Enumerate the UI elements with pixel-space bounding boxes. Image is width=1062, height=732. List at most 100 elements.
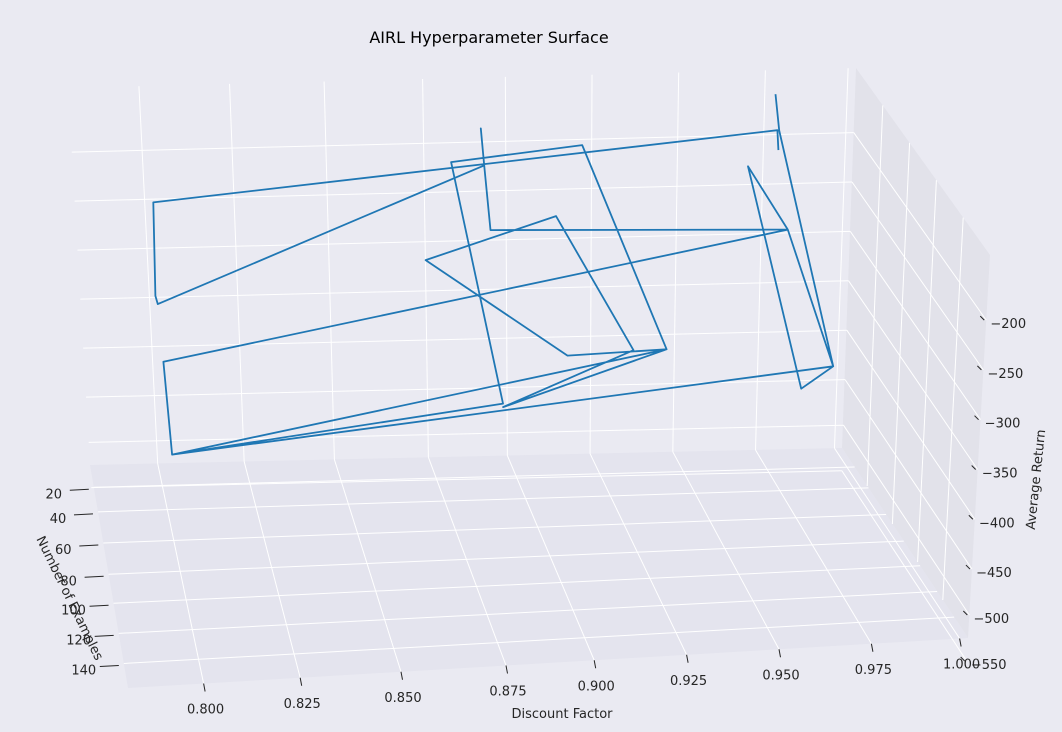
x-tick-mark bbox=[299, 677, 303, 686]
gridlines bbox=[71, 68, 987, 684]
z-tick-mark bbox=[962, 610, 968, 616]
x-tick-mark bbox=[959, 638, 962, 647]
z-tick-mark bbox=[979, 315, 985, 321]
x-tick-label: 0.800 bbox=[187, 703, 224, 718]
x-gridline-floor bbox=[427, 457, 507, 666]
z-tick-label: −300 bbox=[985, 417, 1021, 432]
y-tick-label: 60 bbox=[55, 543, 72, 558]
y-tick-label: 40 bbox=[50, 512, 67, 527]
x-gridline-wall bbox=[589, 74, 593, 454]
x-tick-label: 0.950 bbox=[762, 668, 799, 683]
y-tick-mark bbox=[79, 544, 99, 547]
z-tick-label: −550 bbox=[971, 658, 1007, 673]
z-gridline-back bbox=[91, 470, 842, 489]
tick-marks bbox=[69, 315, 985, 692]
y-tick-mark bbox=[84, 575, 104, 578]
y-gridline-floor bbox=[108, 540, 904, 575]
y-gridline-floor bbox=[93, 466, 855, 488]
z-tick-label: −400 bbox=[979, 516, 1015, 531]
z-gridline-back bbox=[88, 424, 844, 443]
z-tick-mark bbox=[971, 465, 977, 470]
z-gridline-side bbox=[843, 424, 970, 616]
z-tick-mark bbox=[974, 415, 979, 421]
y-gridline-floor bbox=[97, 487, 869, 513]
chart-title: AIRL Hyperparameter Surface bbox=[369, 28, 608, 47]
tick-labels: 0.800 0.825 0.850 0.875 0.900 0.925 0.950 0.975… bbox=[46, 317, 1027, 717]
y-tick-mark bbox=[69, 488, 89, 491]
z-tick-label: −500 bbox=[973, 612, 1009, 627]
series-line bbox=[152, 94, 835, 456]
y-tick-label: 100 bbox=[61, 603, 86, 618]
z-gridline-side bbox=[849, 231, 981, 420]
x-tick-label: 0.925 bbox=[670, 674, 707, 689]
x-tick-mark bbox=[593, 660, 597, 669]
z-tick-label: −200 bbox=[990, 317, 1026, 332]
y-tick-label: 140 bbox=[71, 663, 96, 678]
z-gridline-side bbox=[851, 181, 984, 371]
y-tick-mark bbox=[89, 604, 109, 607]
plot-area bbox=[152, 94, 835, 456]
y-gridline-floor bbox=[103, 514, 887, 544]
x-gridline-wall bbox=[422, 78, 429, 458]
z-gridline-side bbox=[841, 470, 968, 662]
side-gridline bbox=[866, 105, 884, 487]
z-gridline-side bbox=[848, 280, 979, 470]
z-gridline-side bbox=[846, 329, 976, 520]
side-gridline bbox=[942, 217, 964, 601]
x-gridline-wall bbox=[755, 70, 766, 450]
z-gridline-back bbox=[74, 181, 853, 202]
x-gridline-floor bbox=[834, 447, 961, 639]
z-gridline-back bbox=[86, 379, 846, 398]
x-gridline-floor bbox=[243, 461, 301, 678]
z-tick-label: −250 bbox=[988, 367, 1024, 382]
x-gridline-floor bbox=[506, 455, 595, 661]
z-gridline-back bbox=[83, 329, 847, 349]
x-tick-mark bbox=[505, 665, 508, 674]
y-tick-label: 20 bbox=[46, 487, 63, 502]
x-tick-label: 0.850 bbox=[384, 691, 421, 706]
x-gridline-floor bbox=[157, 463, 205, 684]
z-tick-mark bbox=[968, 514, 974, 520]
y-gridline-floor bbox=[113, 565, 921, 604]
x-gridline-wall bbox=[229, 83, 245, 462]
x-gridline-wall bbox=[833, 68, 849, 449]
y-tick-mark bbox=[99, 664, 119, 667]
z-tick-label: −350 bbox=[982, 466, 1018, 481]
z-tick-label: −450 bbox=[976, 566, 1012, 581]
z-gridline-back bbox=[77, 230, 851, 251]
x-gridline-floor bbox=[589, 453, 688, 655]
x-gridline-floor bbox=[755, 449, 872, 645]
x-tick-mark bbox=[203, 683, 206, 692]
z-gridline-side bbox=[853, 132, 987, 321]
x-tick-label: 0.875 bbox=[489, 685, 526, 700]
side-gridline bbox=[891, 142, 911, 525]
y-gridline-floor bbox=[123, 616, 955, 664]
x-gridline-wall bbox=[323, 81, 335, 460]
y-gridline-floor bbox=[118, 590, 938, 634]
z-axis-label: Average Return bbox=[1024, 429, 1049, 531]
y-tick-label: 80 bbox=[60, 574, 77, 589]
x-tick-label: 0.900 bbox=[578, 679, 615, 694]
z-tick-mark bbox=[977, 365, 982, 371]
back-pane bbox=[68, 68, 856, 465]
x-tick-mark bbox=[400, 671, 403, 680]
z-tick-mark bbox=[960, 656, 966, 662]
x-tick-mark bbox=[778, 649, 781, 658]
x-gridline-wall bbox=[138, 86, 159, 464]
x-tick-mark bbox=[686, 654, 689, 663]
floor-pane bbox=[90, 448, 968, 688]
x-tick-mark bbox=[870, 643, 874, 652]
x-tick-label: 1.000 bbox=[943, 658, 980, 673]
x-gridline-wall bbox=[504, 76, 508, 456]
y-tick-label: 120 bbox=[66, 633, 91, 648]
x-gridline-wall bbox=[672, 72, 680, 452]
side-gridline bbox=[917, 180, 937, 563]
z-tick-mark bbox=[965, 564, 971, 570]
x-axis-label: Discount Factor bbox=[512, 707, 614, 722]
z-gridline-side bbox=[844, 379, 973, 570]
x-tick-label: 0.975 bbox=[855, 663, 892, 678]
x-tick-label: 0.825 bbox=[284, 697, 321, 712]
z-gridline-back bbox=[80, 280, 849, 300]
x-gridline-floor bbox=[672, 451, 780, 650]
